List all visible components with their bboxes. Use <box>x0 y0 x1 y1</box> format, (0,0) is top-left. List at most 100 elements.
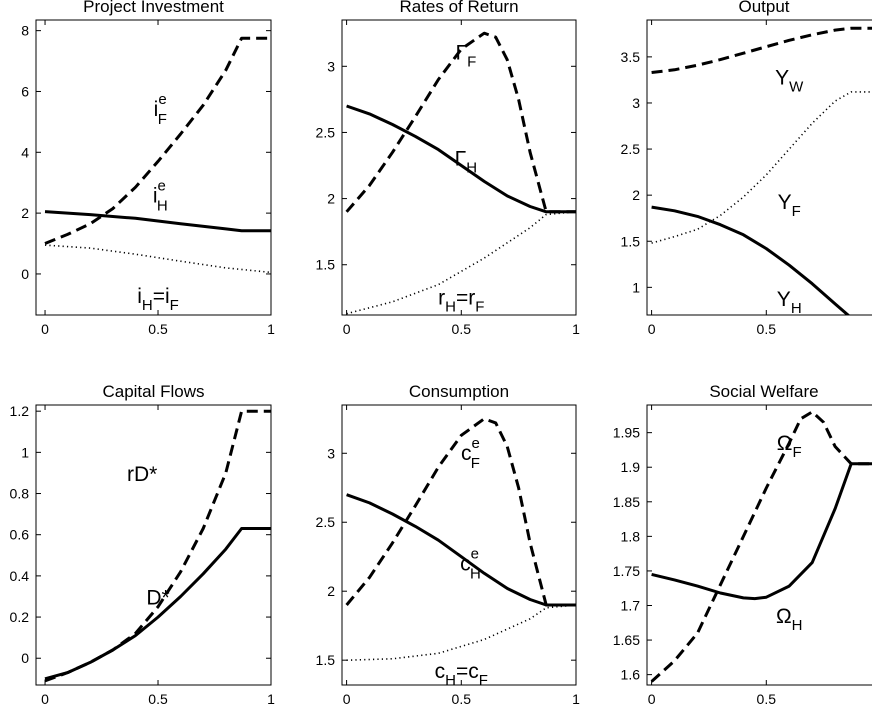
series-annotation: iH=iF <box>137 285 179 314</box>
panel-1: Project Investment 0 0.5 1 0 2 4 6 8 ie F ie H iH=iF <box>21 0 275 337</box>
chart-title: Consumption <box>409 382 509 401</box>
series-annotation: ΩF <box>777 432 802 461</box>
y-tick-label: 1.5 <box>316 257 336 273</box>
chart-title: Social Welfare <box>709 382 818 401</box>
series-annotation: rD* <box>127 463 157 486</box>
panel-2: Rates of Return 0 0.5 1 1.5 2 2.5 3 ΓF ΓH rH=rF <box>316 0 581 337</box>
x-tick-label: 0.5 <box>452 691 472 707</box>
y-tick-label: 3 <box>327 445 335 461</box>
series-line <box>346 211 576 315</box>
axes-frame <box>646 404 872 686</box>
series-line <box>346 604 576 661</box>
y-tick-label: 4 <box>21 144 29 160</box>
y-tick-label: 0.6 <box>10 527 30 543</box>
x-tick-label: 0.5 <box>452 321 472 337</box>
series-line <box>651 26 872 74</box>
axes-frame <box>35 19 272 316</box>
series-annotation: ie F <box>154 91 167 128</box>
x-tick-label: 1 <box>572 321 580 337</box>
y-tick-label: 3 <box>327 58 335 74</box>
axes-frame <box>341 404 577 686</box>
series-line <box>44 210 271 233</box>
y-tick-label: 3 <box>632 95 640 111</box>
series-line <box>650 410 872 683</box>
series-line <box>44 527 271 681</box>
y-tick-label: 0.2 <box>10 609 30 625</box>
y-tick-label: 1.6 <box>621 667 641 683</box>
series-annotation: ce H <box>460 546 481 583</box>
x-tick-label: 0.5 <box>148 691 168 707</box>
axes-frame <box>35 404 272 686</box>
series-annotation: YW <box>775 67 804 96</box>
panel-4: Capital Flows 0 0.5 1 0 0.2 0.4 0.6 0.8 1 1.2 rD* D* <box>10 382 276 707</box>
y-tick-label: 1.65 <box>613 632 640 648</box>
y-tick-label: 1.5 <box>621 233 641 249</box>
y-tick-label: 1.85 <box>613 494 640 510</box>
series-annotation: ΩH <box>776 605 803 634</box>
y-tick-label: 2 <box>327 583 335 599</box>
x-tick-label: 0.5 <box>757 321 777 337</box>
y-tick-label: 3.5 <box>621 49 641 65</box>
panel-6: Social Welfare00.511.61.651.71.751.81.85… <box>613 382 872 707</box>
y-tick-label: 1.5 <box>316 652 336 668</box>
series-line <box>345 31 576 214</box>
series-annotation: YH <box>777 288 802 317</box>
y-tick-label: 2 <box>327 191 335 207</box>
series-line <box>345 417 576 607</box>
x-tick-label: 0 <box>648 321 656 337</box>
x-tick-label: 0 <box>41 321 49 337</box>
axes-frame <box>341 19 577 316</box>
y-tick-label: 2.5 <box>316 514 336 530</box>
x-tick-label: 0.5 <box>148 321 168 337</box>
x-tick-label: 1 <box>267 691 275 707</box>
series-annotation: rH=rF <box>438 286 484 315</box>
y-tick-label: 6 <box>21 83 29 99</box>
chart-title: Capital Flows <box>102 382 204 401</box>
series-line <box>651 91 872 244</box>
y-tick-label: 8 <box>21 23 29 39</box>
series-line <box>346 493 576 607</box>
y-tick-label: 1.2 <box>10 403 30 419</box>
chart-title: Output <box>738 0 789 16</box>
series-line <box>346 104 576 214</box>
x-tick-label: 0 <box>41 691 49 707</box>
chart-title: Rates of Return <box>399 0 518 16</box>
series-line <box>651 205 851 315</box>
series-line <box>44 409 271 683</box>
x-tick-label: 0.5 <box>757 691 777 707</box>
chart-title: Project Investment <box>83 0 224 16</box>
series-annotation: YF <box>778 191 801 220</box>
y-tick-label: 1.7 <box>621 597 641 613</box>
y-tick-label: 0.8 <box>10 486 30 502</box>
y-tick-label: 1.9 <box>621 459 641 475</box>
y-tick-label: 0.4 <box>10 568 30 584</box>
axes-frame <box>646 19 872 316</box>
series-line <box>651 462 872 601</box>
y-tick-label: 2 <box>632 187 640 203</box>
series-annotation: ΓH <box>455 148 477 177</box>
y-tick-label: 2.5 <box>316 124 336 140</box>
x-tick-label: 0 <box>343 321 351 337</box>
y-tick-label: 1.75 <box>613 563 640 579</box>
y-tick-label: 1.95 <box>613 425 640 441</box>
x-tick-label: 0 <box>648 691 656 707</box>
series-line <box>44 36 271 245</box>
series-annotation: ie H <box>153 177 168 214</box>
y-tick-label: 2.5 <box>621 141 641 157</box>
series-annotation: cH=cF <box>435 660 488 689</box>
series-line <box>44 244 271 274</box>
y-tick-label: 1.8 <box>621 528 641 544</box>
panel-5: Consumption 0 0.5 1 1.5 2 2.5 3 ce F ce H cH=cF <box>316 382 581 707</box>
y-tick-label: 0 <box>21 266 29 282</box>
series-annotation: ΓF <box>456 42 477 71</box>
y-tick-label: 1 <box>632 279 640 295</box>
series-annotation: D* <box>146 587 169 610</box>
y-tick-label: 0 <box>21 650 29 666</box>
x-tick-label: 0 <box>343 691 351 707</box>
x-tick-label: 1 <box>572 691 580 707</box>
x-tick-label: 1 <box>267 321 275 337</box>
y-tick-label: 1 <box>21 444 29 460</box>
y-tick-label: 2 <box>21 205 29 221</box>
